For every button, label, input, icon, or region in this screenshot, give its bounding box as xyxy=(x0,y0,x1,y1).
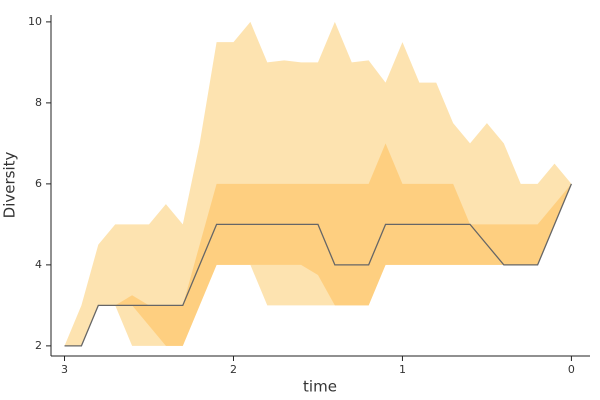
y-axis-label: Diversity xyxy=(1,152,19,219)
y-tick-label: 2 xyxy=(35,339,42,352)
y-tick-label: 4 xyxy=(35,258,42,271)
x-tick-label: 1 xyxy=(399,363,406,376)
x-tick-label: 0 xyxy=(568,363,575,376)
y-tick-label: 6 xyxy=(35,177,42,190)
y-tick-label: 8 xyxy=(35,96,42,109)
x-tick-label: 3 xyxy=(61,363,68,376)
x-tick-label: 2 xyxy=(230,363,237,376)
y-tick-label: 10 xyxy=(28,15,42,28)
median-line xyxy=(64,183,573,347)
band xyxy=(64,143,572,346)
x-axis-label: time xyxy=(303,378,337,396)
